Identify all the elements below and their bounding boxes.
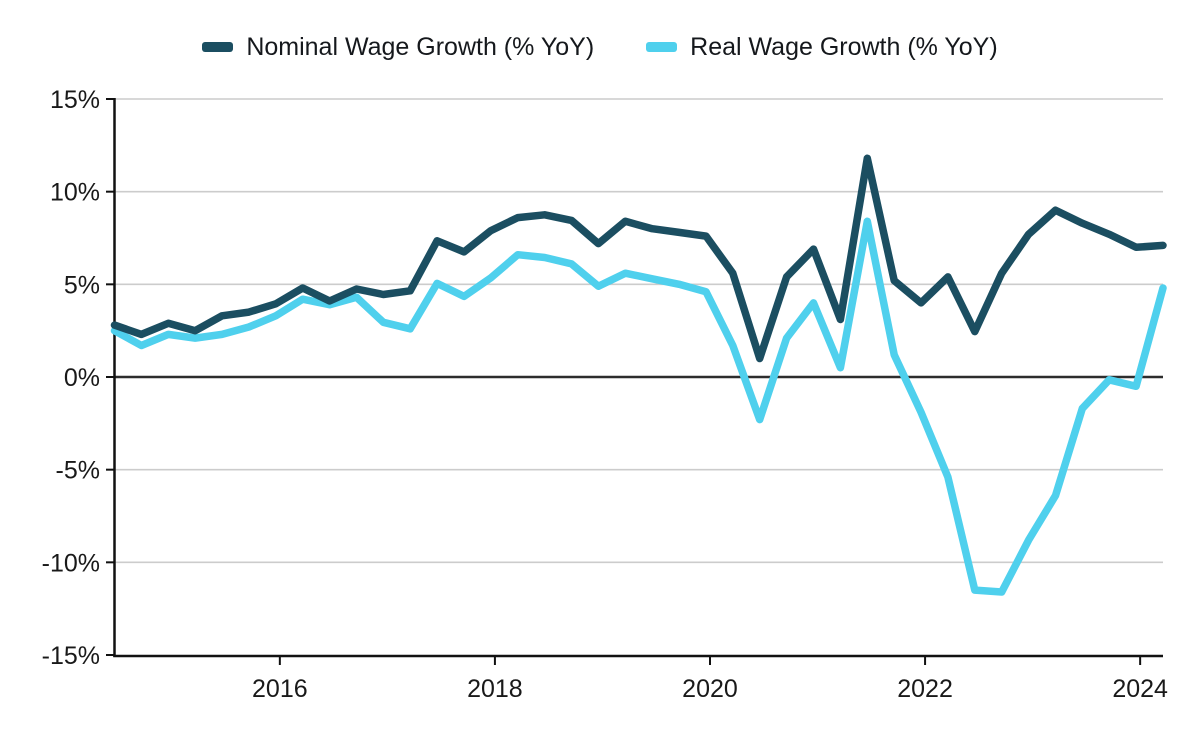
y-tick-label: 10%: [50, 179, 100, 207]
nominal-series-swatch-icon: [202, 42, 234, 52]
x-tick-label: 2022: [897, 675, 953, 703]
legend-label-real: Real Wage Growth (% YoY): [690, 33, 998, 61]
real-wage-growth-line: [110, 217, 1167, 596]
y-tick-label: -10%: [42, 549, 100, 577]
y-tick-label: 0%: [64, 364, 100, 392]
legend-item-real: Real Wage Growth (% YoY): [646, 33, 998, 61]
chart-legend: Nominal Wage Growth (% YoY) Real Wage Gr…: [0, 33, 1200, 61]
x-tick-label: 2024: [1112, 675, 1168, 703]
x-tick-label: 2020: [682, 675, 738, 703]
x-tick-label: 2018: [467, 675, 523, 703]
x-tick-label: 2016: [252, 675, 308, 703]
legend-item-nominal: Nominal Wage Growth (% YoY): [202, 33, 594, 61]
y-tick-label: 5%: [64, 271, 100, 299]
real-series-swatch-icon: [646, 42, 678, 52]
y-tick-label: -15%: [42, 642, 100, 670]
nominal-wage-growth-line: [110, 154, 1167, 363]
y-tick-label: -5%: [56, 457, 100, 485]
y-tick-label: 15%: [50, 86, 100, 114]
legend-label-nominal: Nominal Wage Growth (% YoY): [246, 33, 595, 61]
